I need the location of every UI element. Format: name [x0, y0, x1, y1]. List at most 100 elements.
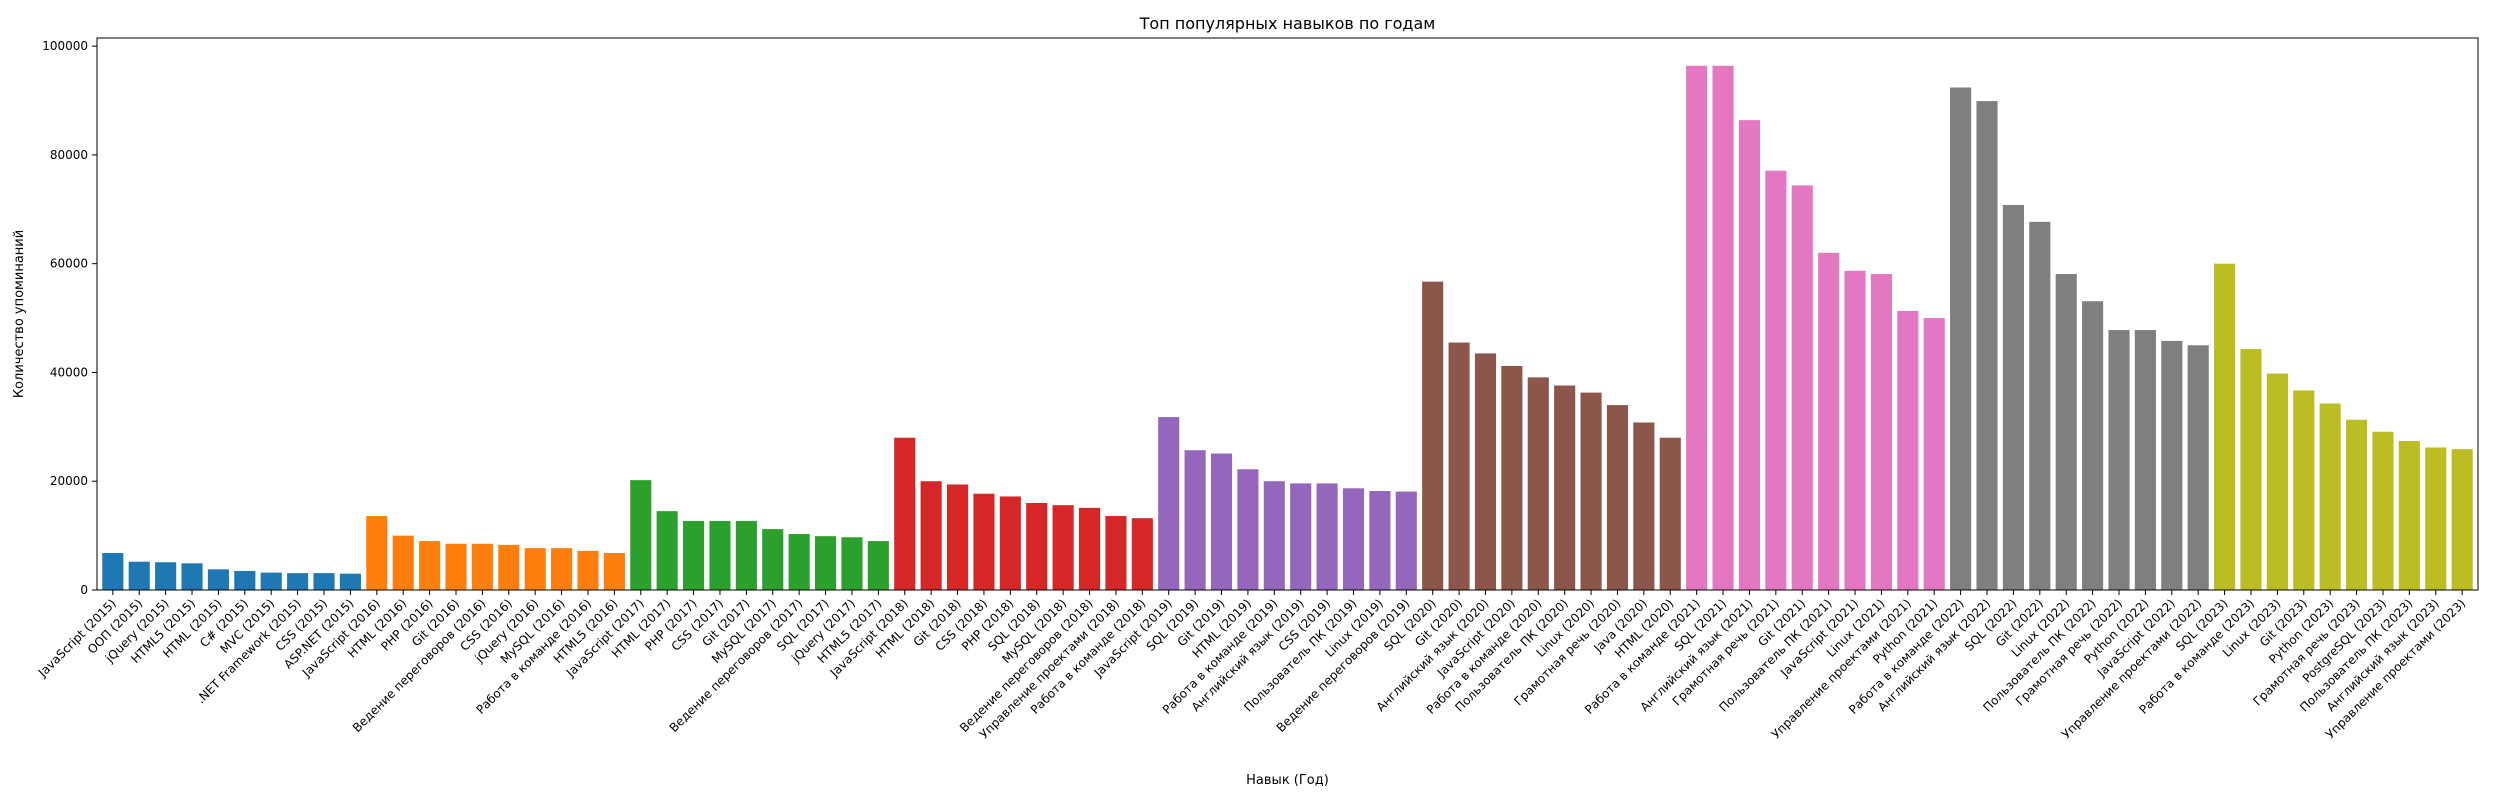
bar	[1818, 252, 1840, 590]
bar	[2082, 301, 2104, 590]
bar	[392, 535, 414, 590]
bars-layer	[102, 65, 2473, 591]
bar	[1078, 507, 1101, 590]
bar	[2240, 349, 2262, 590]
bar	[894, 437, 916, 590]
bar	[1316, 483, 1338, 590]
bar	[2161, 340, 2183, 590]
bar	[841, 537, 863, 590]
bar	[2266, 373, 2288, 590]
bar	[603, 553, 625, 590]
bar	[1976, 101, 1998, 590]
bar	[207, 569, 229, 590]
bar	[1131, 518, 1153, 590]
bar	[339, 573, 361, 590]
bar	[287, 573, 309, 590]
bar	[1052, 505, 1074, 590]
bar	[1158, 417, 1180, 590]
bar	[1448, 342, 1470, 590]
bar	[1237, 469, 1259, 590]
bar	[920, 481, 942, 590]
y-tick-label: 0	[80, 583, 88, 597]
bar	[313, 573, 335, 590]
y-axis-label: Количество упоминаний	[12, 230, 27, 398]
bar	[419, 541, 441, 590]
bar	[2029, 221, 2051, 590]
bar	[1633, 422, 1655, 590]
y-axis-ticks: 0 20000 40000 60000 80000 100000	[42, 39, 97, 597]
bar	[1791, 185, 1813, 590]
bar	[1527, 377, 1549, 590]
y-tick-label: 40000	[50, 365, 88, 379]
bar	[1263, 481, 1285, 590]
bar	[762, 529, 784, 590]
bar	[2214, 263, 2236, 590]
bar	[1606, 405, 1629, 590]
bar	[128, 561, 150, 590]
bar	[155, 562, 177, 590]
bar	[1184, 450, 1206, 590]
bar	[524, 548, 546, 590]
bar	[577, 550, 599, 590]
bar	[1580, 392, 1602, 590]
bar	[1210, 453, 1233, 590]
bar	[260, 572, 282, 590]
bar	[366, 516, 388, 590]
bar	[2134, 330, 2156, 590]
x-axis-label: Навык (Год)	[1246, 773, 1329, 788]
bar	[445, 543, 467, 590]
bar	[551, 548, 573, 590]
bar	[1501, 365, 1523, 590]
bar	[683, 520, 705, 590]
bar	[471, 543, 493, 590]
bar	[1105, 516, 1127, 590]
bar	[498, 544, 520, 590]
bar	[1897, 311, 1919, 590]
bar	[1870, 274, 1892, 590]
bar	[946, 484, 969, 590]
y-tick-label: 20000	[50, 474, 88, 488]
bar	[1738, 120, 1761, 591]
bar	[2055, 274, 2077, 590]
bar	[102, 553, 124, 590]
bar	[1923, 318, 1945, 590]
bar	[735, 520, 757, 590]
bar	[1369, 491, 1391, 590]
bar	[1290, 483, 1312, 590]
bar	[2319, 403, 2341, 590]
bar	[2451, 449, 2473, 590]
bar	[1686, 65, 1708, 590]
bar	[1422, 281, 1444, 590]
bar	[2108, 330, 2130, 590]
bar	[1342, 488, 1365, 590]
bar	[867, 541, 889, 590]
bar	[1395, 491, 1417, 590]
bar	[2346, 419, 2368, 590]
bar	[656, 511, 678, 590]
bar	[814, 536, 837, 590]
bar	[2398, 440, 2420, 590]
plot-frame	[96, 37, 2479, 591]
bar	[788, 533, 810, 590]
bar	[1950, 87, 1972, 590]
y-tick-label: 100000	[42, 39, 88, 53]
bar	[1712, 65, 1734, 590]
y-tick-label: 80000	[50, 148, 88, 162]
bar	[2187, 345, 2209, 590]
bar	[1474, 353, 1497, 590]
bar	[1659, 437, 1681, 590]
bar	[709, 520, 731, 590]
y-tick-label: 60000	[50, 257, 88, 271]
chart-title: Топ популярных навыков по годам	[1139, 14, 1436, 33]
bar	[999, 496, 1021, 590]
bar	[234, 570, 256, 590]
bar	[1844, 270, 1866, 590]
bar	[181, 563, 203, 590]
bar	[2372, 431, 2394, 590]
bar	[1554, 385, 1576, 590]
bar	[1026, 502, 1048, 590]
bar	[1765, 170, 1787, 590]
bar	[2425, 447, 2447, 590]
bar	[2293, 390, 2315, 590]
